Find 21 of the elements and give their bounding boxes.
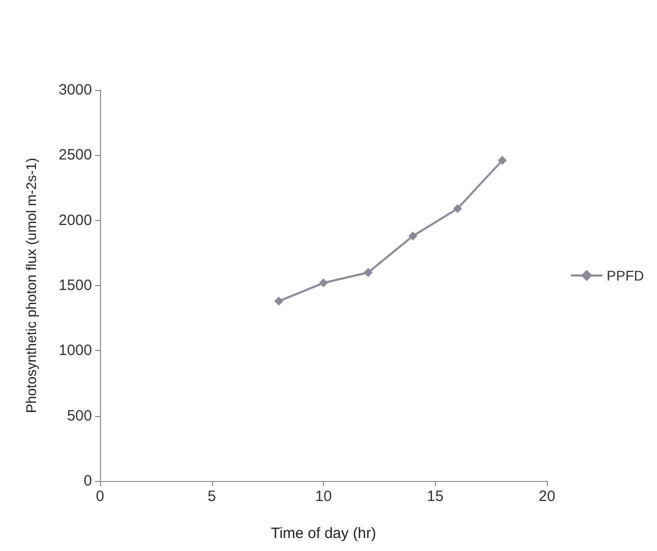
x-tick-label: 15 [426, 488, 444, 505]
y-tick-label: 0 [84, 472, 92, 490]
x-tick-label: 10 [315, 488, 332, 505]
y-tick-label: 2500 [58, 146, 92, 164]
y-tick-label: 500 [66, 407, 92, 424]
y-tick-label: 2000 [58, 212, 92, 229]
y-tick-label: 3000 [58, 82, 92, 98]
y-tick-label: 1500 [58, 277, 92, 294]
x-tick-label: 20 [538, 488, 556, 505]
x-tick-label: 0 [96, 488, 104, 505]
legend-label: PPFD [606, 268, 644, 284]
point [364, 268, 373, 277]
point [319, 278, 328, 288]
x-axis-title: Time of day (hr) [270, 525, 376, 542]
y-tick-label: 1000 [58, 342, 92, 360]
point [408, 231, 418, 240]
y-axis-title: Photosynthetic photon flux (umol m-2s-1) [23, 158, 39, 414]
point [274, 296, 284, 306]
point [498, 156, 507, 165]
x-tick-label: 5 [208, 488, 216, 505]
point [453, 204, 462, 214]
